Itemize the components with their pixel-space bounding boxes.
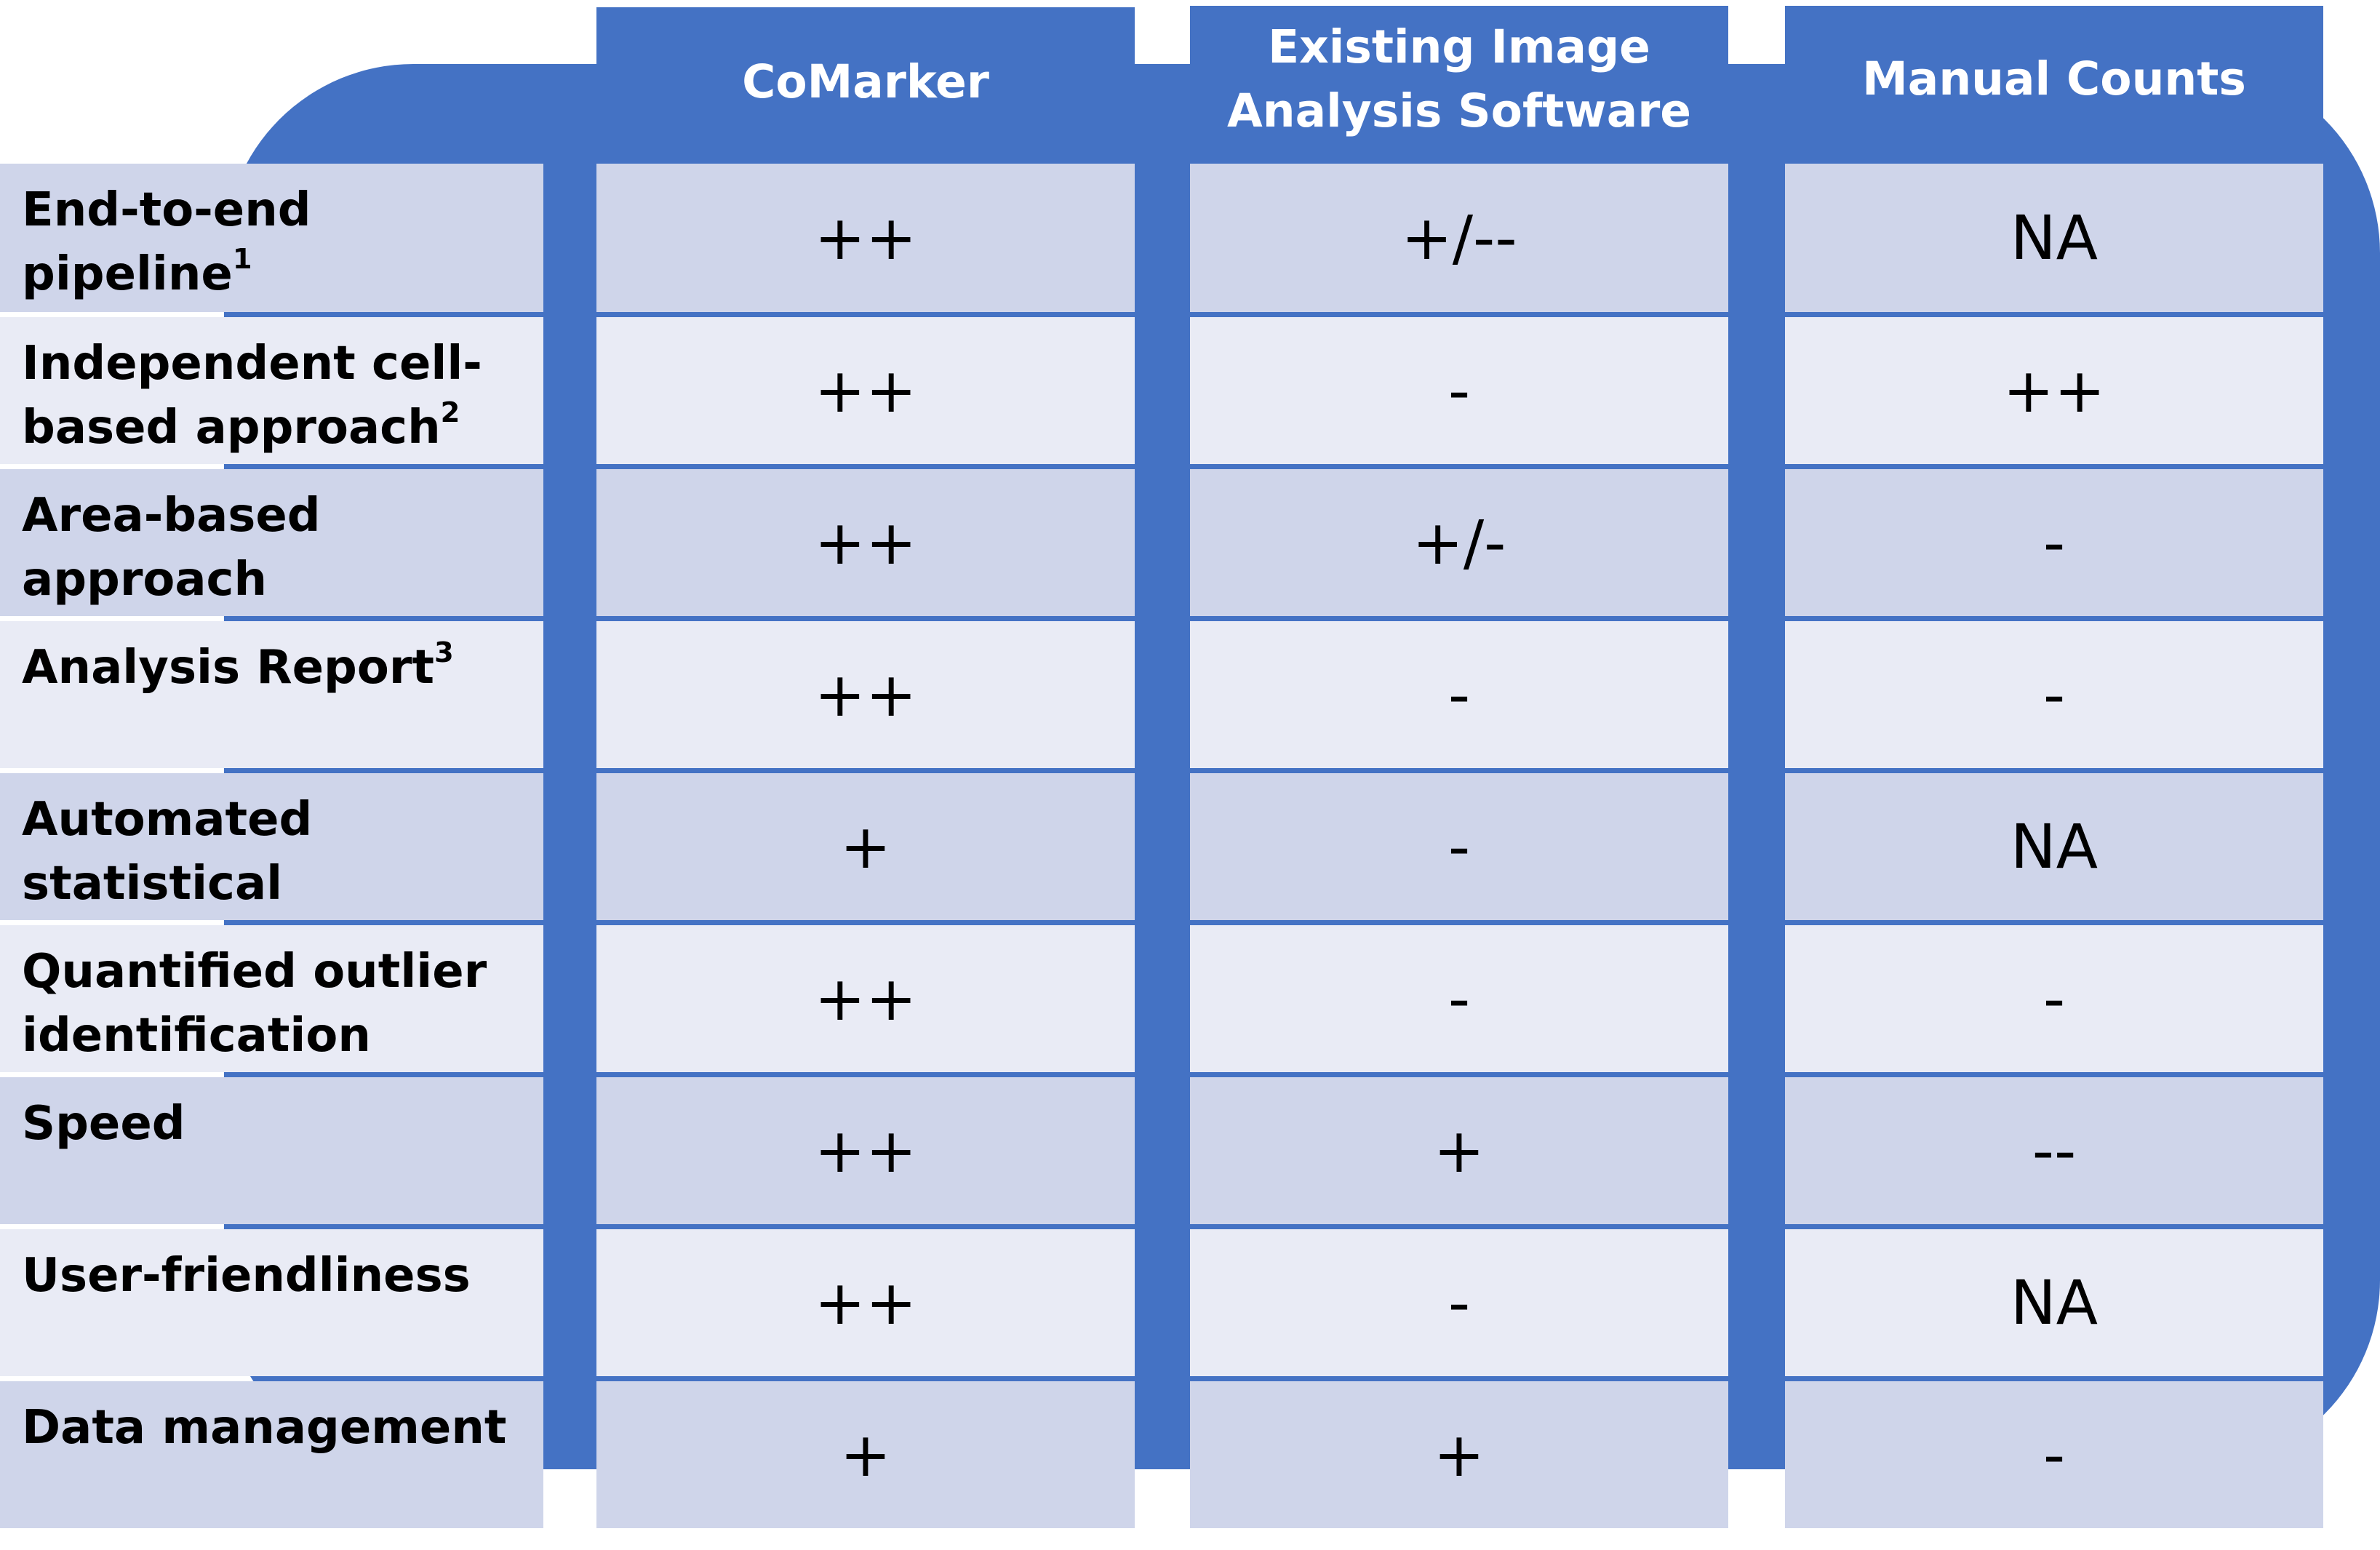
- row-label-text: Analysis Report: [22, 641, 434, 695]
- row-label-text: End-to-end pipeline: [22, 183, 311, 301]
- row-label: Analysis Report3: [0, 621, 543, 768]
- rating-cell: +: [1190, 1077, 1728, 1224]
- row-label: Quantified outlier identification: [0, 925, 543, 1072]
- rating-cell: -: [1190, 925, 1728, 1072]
- footnote-marker: 3: [434, 636, 454, 670]
- rating-cell: ++: [596, 925, 1135, 1072]
- rating-cell: NA: [1785, 1229, 2323, 1376]
- row-label: Speed: [0, 1077, 543, 1224]
- rating-cell: -: [1785, 1381, 2323, 1528]
- rating-cell: -: [1190, 621, 1728, 768]
- row-label: End-to-end pipeline1: [0, 164, 543, 312]
- row-label-text: Quantified outlier identification: [22, 945, 487, 1063]
- rating-cell: ++: [596, 317, 1135, 464]
- rating-cell: +/--: [1190, 164, 1728, 312]
- rating-cell: -: [1190, 317, 1728, 464]
- rating-cell: -: [1785, 621, 2323, 768]
- row-label-text: Data management: [22, 1401, 507, 1455]
- column-header-manual-counts: Manual Counts: [1785, 6, 2323, 153]
- rating-cell: ++: [596, 469, 1135, 616]
- row-label: User-friendliness: [0, 1229, 543, 1376]
- rating-cell: ++: [596, 621, 1135, 768]
- rating-cell: --: [1785, 1077, 2323, 1224]
- row-label-text: Area-based approach: [22, 489, 321, 607]
- rating-cell: ++: [596, 164, 1135, 312]
- footnote-marker: 2: [440, 396, 460, 430]
- rating-cell: ++: [596, 1229, 1135, 1376]
- row-label: Automated statistical analysis: [0, 773, 543, 975]
- footnote-marker: 1: [232, 243, 252, 276]
- column-header-existing-software: Existing Image Analysis Software: [1190, 6, 1728, 153]
- row-label-text: Speed: [22, 1097, 185, 1151]
- rating-cell: +: [596, 773, 1135, 920]
- row-label: Independent cell- based approach2: [0, 317, 543, 464]
- rating-cell: -: [1785, 925, 2323, 1072]
- column-header-comarker: CoMarker: [596, 7, 1135, 156]
- rating-cell: +/-: [1190, 469, 1728, 616]
- row-label-text: User-friendliness: [22, 1249, 471, 1303]
- row-label: Area-based approach: [0, 469, 543, 616]
- rating-cell: NA: [1785, 164, 2323, 312]
- rating-cell: +: [1190, 1381, 1728, 1528]
- row-label-text: Independent cell- based approach: [22, 337, 482, 455]
- rating-cell: +: [596, 1381, 1135, 1528]
- rating-cell: ++: [596, 1077, 1135, 1224]
- rating-cell: -: [1190, 1229, 1728, 1376]
- rating-cell: -: [1190, 773, 1728, 920]
- rating-cell: ++: [1785, 317, 2323, 464]
- rating-cell: -: [1785, 469, 2323, 616]
- rating-cell: NA: [1785, 773, 2323, 920]
- row-label: Data management: [0, 1381, 543, 1528]
